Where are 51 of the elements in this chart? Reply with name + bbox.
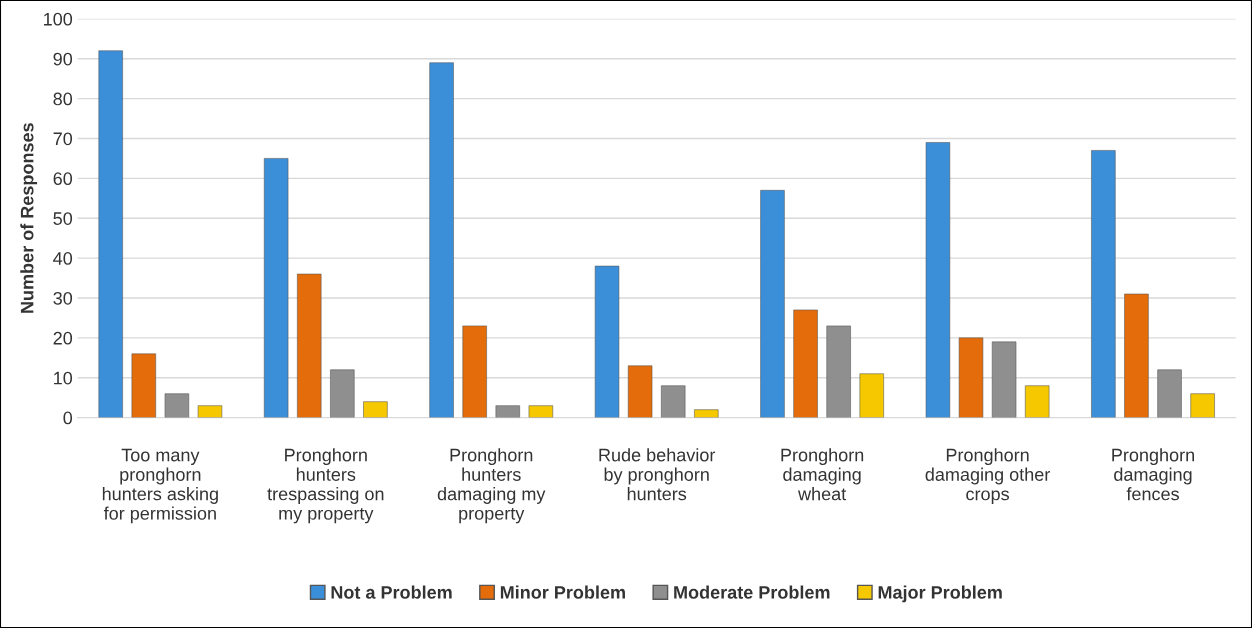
x-tick-label: Pronghorn damaging fences	[1112, 448, 1194, 501]
bar	[826, 325, 851, 418]
bar	[429, 62, 454, 418]
y-axis-title: Number of Responses	[20, 123, 38, 313]
bar	[330, 369, 355, 418]
y-tick-label: 50	[53, 212, 73, 225]
bar	[991, 341, 1017, 418]
legend-label: Minor Problem	[500, 585, 625, 599]
bar	[760, 190, 785, 418]
bar	[363, 401, 388, 418]
y-tick-label: 100	[44, 12, 73, 26]
bar	[263, 158, 289, 418]
x-tick-label: Pronghorn damaging other crops	[925, 448, 1050, 504]
x-tick-label: Rude behavior by pronghorn hunters	[599, 448, 716, 501]
bar	[859, 373, 884, 418]
x-tick-label: Pronghorn hunters trespassing on my property	[267, 448, 384, 524]
bar	[98, 50, 123, 418]
bar	[495, 405, 520, 418]
x-tick-label: Pronghorn hunters damaging my property	[437, 448, 546, 524]
bar	[197, 405, 223, 418]
y-tick-label: 10	[54, 371, 73, 385]
legend-label: Major Problem	[878, 585, 1002, 603]
bar	[1124, 293, 1149, 418]
bar	[528, 405, 554, 418]
bar	[1091, 150, 1116, 418]
y-tick-label: 60	[53, 172, 73, 186]
bar	[297, 273, 322, 418]
bar	[1190, 393, 1215, 418]
y-tick-label: 0	[63, 411, 73, 425]
bar	[462, 325, 487, 418]
bar	[594, 265, 620, 418]
y-tick-label: 70	[53, 132, 73, 146]
y-tick-label: 20	[53, 331, 73, 345]
bar	[627, 365, 653, 418]
y-tick-label: 80	[53, 92, 73, 106]
bar	[1157, 369, 1182, 418]
bar	[958, 337, 984, 418]
bar	[694, 409, 719, 418]
bar	[131, 353, 156, 418]
bar	[1025, 385, 1050, 418]
bar	[925, 142, 951, 418]
legend-label: Moderate Problem	[674, 585, 830, 599]
legend-label: Not a Problem	[331, 585, 452, 599]
y-tick-label: 40	[53, 252, 73, 265]
bar	[793, 309, 818, 418]
y-tick-label: 90	[53, 52, 73, 66]
bar	[661, 385, 686, 418]
x-tick-label: Pronghorn damaging wheat	[781, 448, 864, 501]
y-tick-label: 30	[53, 291, 73, 305]
bar	[164, 393, 190, 418]
x-tick-label: Too many pronghorn hunters asking for permission	[102, 448, 218, 524]
